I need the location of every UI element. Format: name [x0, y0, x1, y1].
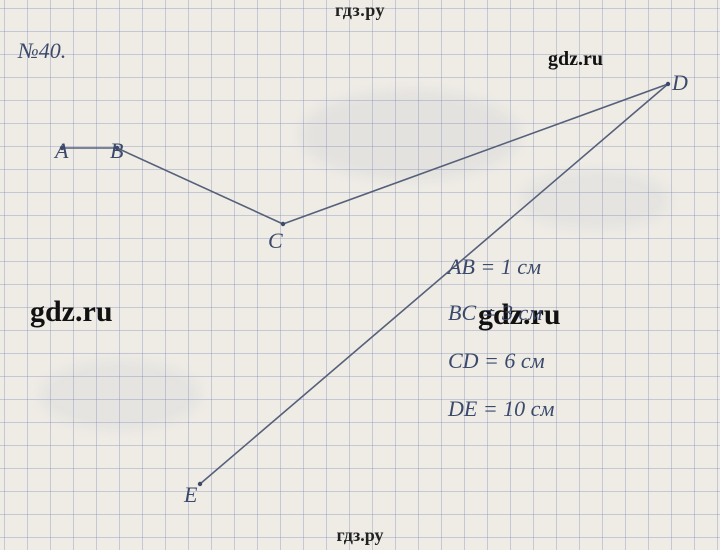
- point-label-C: C: [268, 228, 283, 254]
- pencil-smudge: [520, 170, 670, 230]
- measurement-0: AB = 1 см: [448, 254, 541, 280]
- measurement-1: BC = 3 см: [448, 300, 542, 326]
- pencil-smudge: [300, 90, 520, 180]
- watermark: gdz.ru: [30, 295, 113, 329]
- point-label-D: D: [672, 70, 688, 96]
- point-label-E: E: [184, 482, 197, 508]
- graph-paper-background: [0, 0, 720, 550]
- site-footer: гдз.ру: [0, 525, 720, 546]
- site-header: гдз.ру: [0, 0, 720, 21]
- point-label-B: B: [110, 138, 123, 164]
- watermark: gdz.ru: [548, 48, 603, 71]
- point-label-A: A: [55, 138, 68, 164]
- measurement-2: CD = 6 см: [448, 348, 545, 374]
- measurement-3: DE = 10 см: [448, 396, 554, 422]
- problem-number: №40.: [18, 38, 66, 64]
- pencil-smudge: [40, 360, 200, 430]
